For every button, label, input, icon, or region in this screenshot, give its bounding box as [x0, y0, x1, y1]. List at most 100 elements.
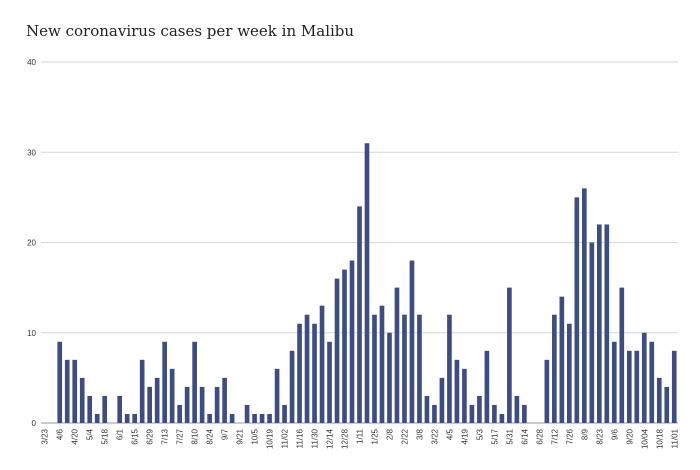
bar: [514, 395, 520, 423]
x-tick-label: 7/27: [176, 428, 185, 444]
x-tick-label: 5/18: [101, 428, 110, 444]
x-tick-label: 10/5: [251, 428, 260, 444]
x-tick-label: 6/1: [116, 428, 125, 440]
x-tick-label: 11/02: [281, 428, 290, 448]
bar: [522, 404, 527, 423]
bar: [432, 404, 437, 423]
x-tick-label: 7/12: [550, 428, 559, 444]
x-tick-label: 9/21: [236, 428, 245, 444]
bar: [574, 197, 580, 423]
x-tick-label: 6/29: [146, 428, 155, 444]
x-tick-label: 3/23: [41, 428, 50, 444]
bar: [656, 377, 662, 423]
x-tick-label: 5/4: [86, 428, 95, 440]
bar: [304, 314, 310, 423]
bar: [124, 413, 130, 423]
x-tick-label: 5/31: [505, 428, 514, 444]
x-tick-label: 8/24: [206, 428, 215, 444]
x-tick-label: 1/25: [370, 428, 379, 444]
x-tick-label: 7/13: [161, 428, 170, 444]
bar: [342, 269, 347, 423]
x-tick-label: 9/20: [625, 428, 634, 444]
x-tick-label: 3/8: [415, 428, 424, 440]
x-tick-label: 11/30: [311, 428, 320, 448]
y-tick-label: 40: [27, 58, 36, 67]
bar: [649, 341, 655, 423]
x-tick-label: 5/17: [490, 428, 499, 444]
bar: [447, 314, 452, 423]
bar: [214, 386, 220, 423]
bar: [267, 413, 272, 423]
x-tick-label: 7/26: [565, 428, 574, 444]
bar: [596, 224, 602, 423]
x-tick-label: 10/18: [655, 428, 664, 449]
bar: [462, 368, 467, 423]
bar: [349, 260, 355, 423]
x-tick-label: 2/8: [385, 428, 394, 440]
x-tick-label: 1/11: [356, 428, 365, 444]
bar: [199, 386, 205, 423]
bar: [327, 341, 332, 423]
x-tick-label: 11/01: [670, 428, 679, 448]
bar: [259, 413, 265, 423]
bar: [87, 395, 93, 423]
bar: [544, 359, 550, 423]
x-tick-label: 6/14: [520, 428, 529, 444]
bar: [132, 413, 137, 423]
bar: [139, 359, 145, 423]
bar: [177, 404, 182, 423]
bar: [409, 260, 415, 423]
bar: [477, 395, 482, 423]
bar: [57, 341, 63, 423]
bar: [454, 359, 460, 423]
bar: [162, 341, 167, 423]
x-tick-label: 6/15: [131, 428, 140, 444]
x-tick-label: 4/6: [56, 428, 65, 440]
bar: [424, 395, 430, 423]
bar: [634, 350, 640, 423]
bar: [79, 377, 85, 423]
x-tick-label: 8/23: [595, 428, 604, 444]
bar: [229, 413, 235, 423]
x-tick-label: 9/7: [221, 428, 230, 440]
bar: [282, 404, 287, 423]
bar: [484, 350, 490, 423]
bar: [64, 359, 70, 423]
y-tick-label: 0: [32, 419, 37, 428]
x-tick-label: 10/19: [266, 428, 275, 449]
bar: [334, 278, 340, 423]
bar: [387, 332, 392, 423]
bar: [417, 314, 422, 423]
x-tick-label: 6/28: [535, 428, 544, 444]
bar: [192, 341, 197, 423]
bar: [379, 305, 385, 423]
bar: [154, 377, 160, 423]
bar: [207, 413, 212, 423]
bar: [94, 413, 100, 423]
bar: [289, 350, 295, 423]
bar: [439, 377, 445, 423]
bar: [589, 242, 595, 423]
bar: [552, 314, 557, 423]
x-tick-label: 4/5: [445, 428, 454, 440]
x-tick-label: 4/20: [71, 428, 80, 444]
y-tick-label: 30: [27, 148, 36, 157]
bar: [604, 224, 610, 423]
bar: [671, 350, 677, 423]
bar: [357, 206, 362, 423]
bar: [72, 359, 78, 423]
bar: [102, 395, 108, 423]
bar: [222, 377, 227, 423]
bar: [244, 404, 250, 423]
bar: [147, 386, 152, 423]
bar: [469, 404, 475, 423]
y-tick-label: 10: [27, 329, 36, 338]
bar: [582, 188, 587, 423]
bar: [641, 332, 647, 423]
bar: [567, 323, 572, 423]
x-tick-label: 8/10: [191, 428, 200, 444]
chart-title: New coronavirus cases per week in Malibu: [26, 22, 355, 40]
bar: [319, 305, 325, 423]
bar: [117, 395, 123, 423]
